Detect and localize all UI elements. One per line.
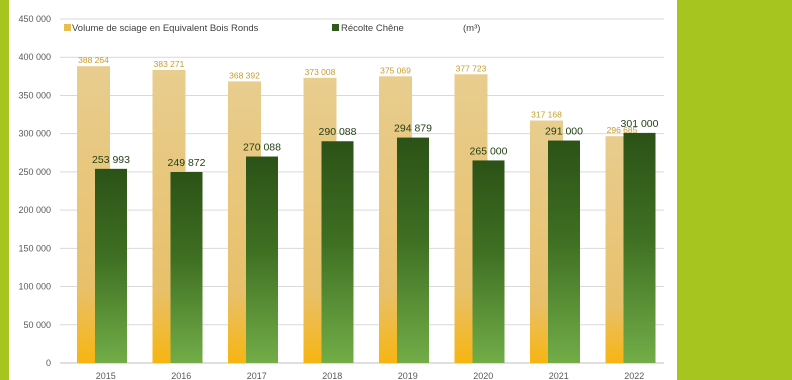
bar-recolte-2020 [472, 160, 505, 363]
right-accent-panel [677, 0, 792, 380]
data-label-volume: 373 008 [305, 67, 336, 77]
y-axis-ticks: 0 50 000 100 000 150 000 200 000 250 000 300 0… [18, 14, 51, 368]
legend-label-recolte: Récolte Chêne [341, 23, 404, 34]
data-label-recolte: 253 993 [92, 154, 130, 166]
bar-chart: 0 50 000 100 000 150 000 200 000 250 000 300 0… [18, 14, 664, 380]
data-label-recolte: 270 088 [243, 142, 281, 154]
x-tick-label: 2019 [398, 371, 418, 380]
left-accent-strip [0, 0, 9, 380]
data-label-volume: 388 264 [78, 55, 109, 65]
y-tick-label: 200 000 [18, 205, 51, 215]
x-tick-label: 2021 [549, 371, 569, 380]
y-tick-label: 150 000 [18, 243, 51, 253]
x-tick-label: 2017 [247, 371, 267, 380]
data-label-recolte: 249 872 [168, 157, 206, 169]
legend-swatch-volume [64, 24, 71, 31]
x-axis-ticks: 2015 2016 2017 2018 2019 2020 2021 2022 [96, 371, 645, 380]
data-label-recolte: 294 879 [394, 123, 432, 135]
data-label-volume: 383 271 [154, 59, 185, 69]
data-label-volume: 375 069 [380, 65, 411, 75]
data-label-volume: 296 685 [607, 125, 638, 135]
y-tick-label: 400 000 [18, 52, 51, 62]
legend-swatch-recolte [332, 24, 339, 31]
y-tick-label: 450 000 [18, 14, 51, 24]
y-tick-label: 350 000 [18, 90, 51, 100]
data-label-recolte: 265 000 [470, 145, 508, 157]
bar-recolte-2018 [321, 141, 354, 363]
y-tick-label: 100 000 [18, 282, 51, 292]
y-tick-label: 300 000 [18, 129, 51, 139]
data-label-volume: 317 168 [531, 110, 562, 120]
bar-recolte-2022 [623, 132, 656, 363]
legend-label-volume: Volume de sciage en Equivalent Bois Rond… [72, 23, 259, 34]
x-tick-label: 2022 [624, 371, 644, 380]
data-label-volume: 377 723 [456, 63, 487, 73]
data-label-recolte: 290 088 [319, 126, 357, 138]
x-tick-label: 2015 [96, 371, 116, 380]
bar-recolte-2019 [397, 137, 429, 363]
x-tick-label: 2018 [322, 371, 342, 380]
bar-recolte-2021 [548, 140, 580, 363]
x-tick-label: 2016 [171, 371, 191, 380]
bar-recolte-2016 [170, 171, 203, 363]
y-tick-label: 50 000 [23, 320, 51, 330]
bars: 388 264 253 993 383 271 249 872 368 392 270 0… [77, 55, 659, 364]
data-label-recolte: 291 000 [545, 126, 583, 138]
data-label-recolte: 301 000 [621, 118, 659, 130]
y-tick-label: 250 000 [18, 167, 51, 177]
legend: Volume de sciage en Equivalent Bois Rond… [64, 23, 480, 34]
bar-recolte-2017 [246, 156, 278, 363]
x-tick-label: 2020 [473, 371, 493, 380]
y-tick-label: 0 [46, 358, 51, 368]
bar-recolte-2015 [95, 168, 127, 363]
data-label-volume: 368 392 [229, 70, 260, 80]
unit-label: (m³) [463, 23, 480, 34]
